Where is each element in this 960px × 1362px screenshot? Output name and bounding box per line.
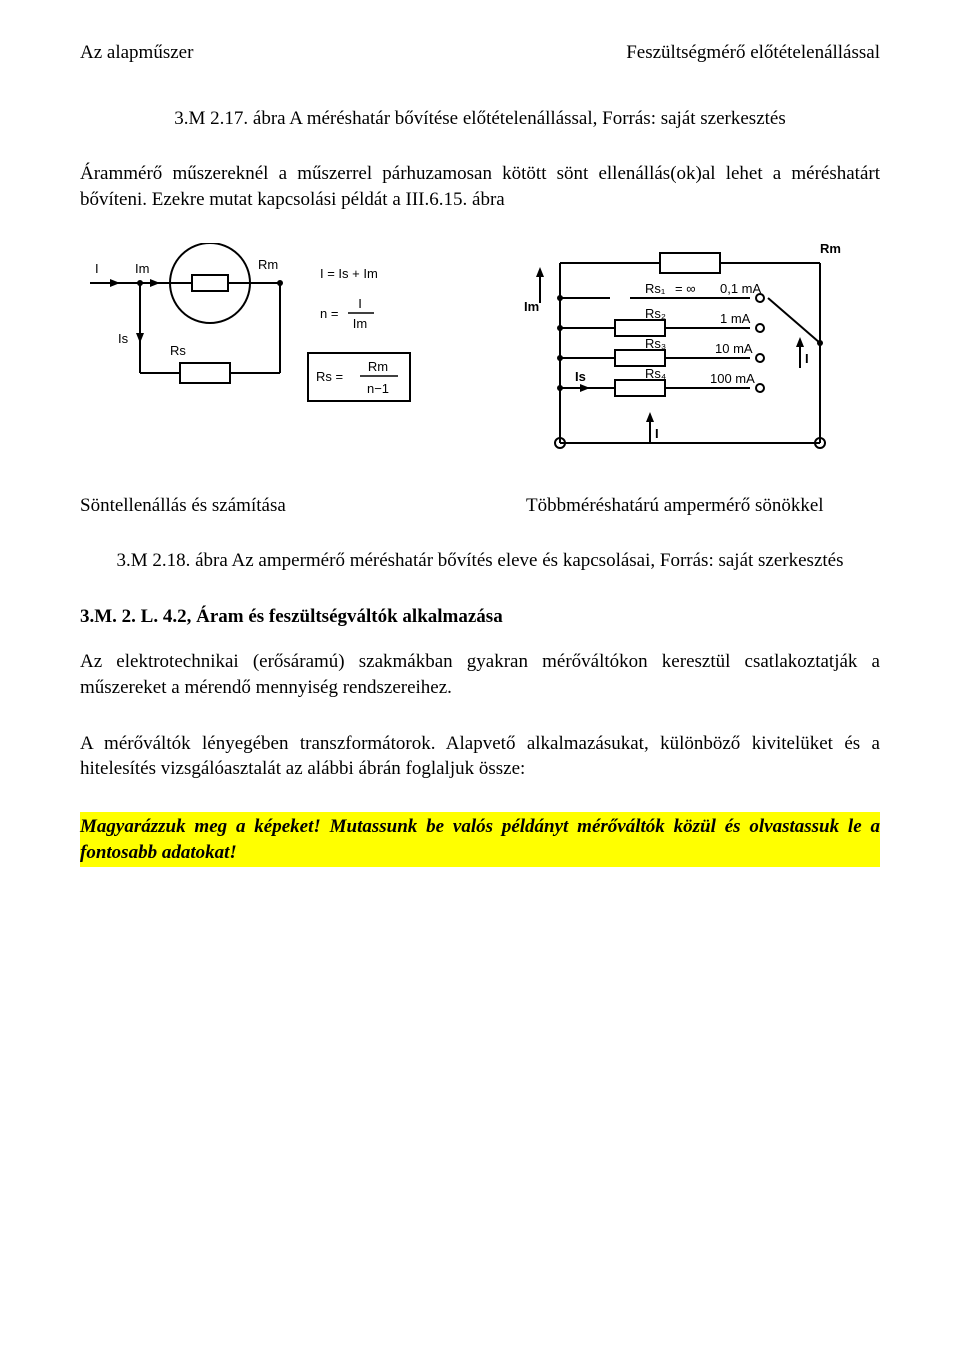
label-Rs4: Rs₄ xyxy=(645,366,666,381)
label-Is: Is xyxy=(118,331,129,346)
label-v3: 10 mA xyxy=(715,341,753,356)
label-Rs1: Rs₁ xyxy=(645,281,666,296)
diagram-multirange: Im Rm Rs₁ = ∞ 0,1 mA Rs₂ 1 mA Rs₃ 10 mA xyxy=(520,243,880,463)
label-Rm-r: Rm xyxy=(820,243,841,256)
eq2-num: I xyxy=(358,296,362,311)
page-header: Az alapműszer Feszültségmérő előtételená… xyxy=(80,40,880,66)
label-Is-r: Is xyxy=(575,369,586,384)
diagram-shunt: I Im Rm Is Rs I = Is + Im n = I Im Rs = … xyxy=(80,243,440,463)
label-Rs: Rs xyxy=(170,343,186,358)
eq3-den: n−1 xyxy=(367,381,389,396)
label-v2: 1 mA xyxy=(720,311,751,326)
label-Im-r: Im xyxy=(524,299,539,314)
label-v1: 0,1 mA xyxy=(720,281,762,296)
label-Rs3: Rs₃ xyxy=(645,336,666,351)
eq2a: n = xyxy=(320,306,338,321)
header-right: Feszültségmérő előtételenállással xyxy=(626,40,880,66)
eq3-num: Rm xyxy=(368,359,388,374)
label-Rm: Rm xyxy=(258,257,278,272)
paragraph-3: A mérőváltók lényegében transzformátorok… xyxy=(80,731,880,782)
label-I: I xyxy=(95,261,99,276)
label-inf: = ∞ xyxy=(675,281,695,296)
label-Rs2: Rs₂ xyxy=(645,306,666,321)
eq1: I = Is + Im xyxy=(320,266,378,281)
figure1-caption: 3.M 2.17. ábra A méréshatár bővítése elő… xyxy=(80,106,880,132)
eq3a: Rs = xyxy=(316,369,343,384)
section-heading: 3.M. 2. L. 4.2, Áram és feszültségváltók… xyxy=(80,604,880,630)
diagram-captions: Söntellenállás és számítása Többméréshat… xyxy=(80,493,880,519)
label-I-bottom: I xyxy=(655,426,659,441)
caption-right: Többméréshatárú ampermérő sönökkel xyxy=(496,493,880,519)
paragraph-1: Árammérő műszereknél a műszerrel párhuza… xyxy=(80,161,880,212)
diagram-row: I Im Rm Is Rs I = Is + Im n = I Im Rs = … xyxy=(80,243,880,463)
figure2-caption: 3.M 2.18. ábra Az ampermérő méréshatár b… xyxy=(80,548,880,574)
label-Im: Im xyxy=(135,261,149,276)
caption-left: Söntellenállás és számítása xyxy=(80,493,464,519)
eq2-den: Im xyxy=(353,316,367,331)
label-Ibar: I xyxy=(805,351,809,366)
label-v4: 100 mA xyxy=(710,371,755,386)
header-left: Az alapműszer xyxy=(80,40,193,66)
paragraph-2: Az elektrotechnikai (erősáramú) szakmákb… xyxy=(80,649,880,700)
highlighted-instruction: Magyarázzuk meg a képeket! Mutassunk be … xyxy=(80,812,880,867)
